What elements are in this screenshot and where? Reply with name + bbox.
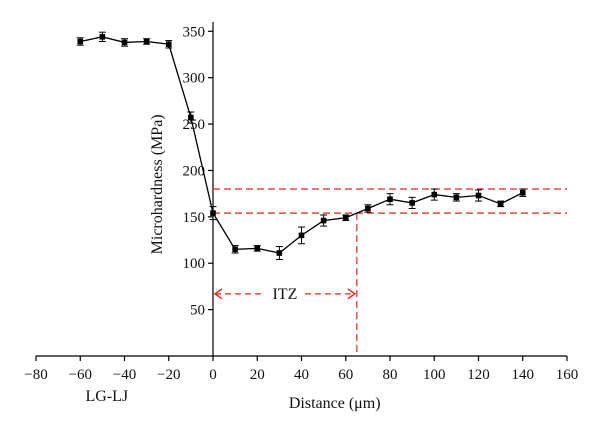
y-tick-label: 50 (190, 303, 205, 319)
reference-lines (213, 188, 567, 356)
data-point (320, 217, 327, 224)
x-tick-label: 160 (556, 367, 579, 383)
data-point (254, 245, 261, 252)
x-axis-ticks: −80 −60 −40 −20 0 20 40 60 80 100 120 140 160 (24, 356, 578, 383)
x-axis-title: Distance (μm) (289, 395, 381, 412)
data-point (121, 39, 128, 46)
annotations-layer: ITZ LG-LJ (85, 286, 357, 405)
data-point (99, 34, 106, 40)
data-point (431, 191, 438, 198)
x-tick-label: 20 (250, 367, 265, 383)
data-point (453, 194, 460, 201)
data-point (188, 114, 194, 121)
data-point (298, 232, 305, 239)
x-tick-label: −80 (24, 367, 47, 383)
y-axis-ticks: 50 100 150 200 250 300 350 (183, 24, 213, 319)
y-tick-label: 100 (183, 256, 206, 272)
data-point (276, 250, 283, 256)
data-point (475, 192, 482, 199)
itz-label: ITZ (272, 286, 297, 303)
x-tick-label: −40 (113, 367, 136, 383)
data-point (387, 196, 393, 203)
y-tick-label: 250 (183, 117, 206, 133)
data-point (77, 38, 84, 45)
x-tick-label: 0 (209, 367, 217, 383)
y-tick-label: 150 (183, 210, 206, 226)
data-point (497, 201, 504, 207)
data-point (165, 41, 172, 48)
x-tick-label: 40 (294, 367, 309, 383)
x-tick-label: 140 (512, 367, 535, 383)
data-point (519, 189, 526, 196)
y-tick-label: 350 (183, 24, 206, 40)
x-tick-label: −20 (157, 367, 180, 383)
data-point (409, 200, 415, 206)
x-tick-label: 120 (467, 367, 490, 383)
itz-arrowhead-left (213, 288, 223, 300)
x-tick-label: 80 (383, 367, 398, 383)
series-layer (76, 31, 527, 261)
data-point (210, 210, 216, 216)
series-line (80, 36, 524, 254)
y-tick-label: 200 (183, 163, 206, 179)
data-point (232, 246, 238, 253)
data-point (342, 214, 349, 221)
x-tick-label: 60 (338, 367, 353, 383)
x-tick-label: 100 (423, 367, 446, 383)
y-tick-label: 300 (183, 71, 206, 87)
data-point (143, 38, 150, 45)
lg-lj-label: LG-LJ (85, 388, 128, 405)
data-point (365, 205, 371, 212)
itz-arrowhead-right (347, 288, 357, 300)
y-axis-title: Microhardness (MPa) (149, 114, 166, 254)
x-tick-label: −60 (69, 367, 92, 383)
